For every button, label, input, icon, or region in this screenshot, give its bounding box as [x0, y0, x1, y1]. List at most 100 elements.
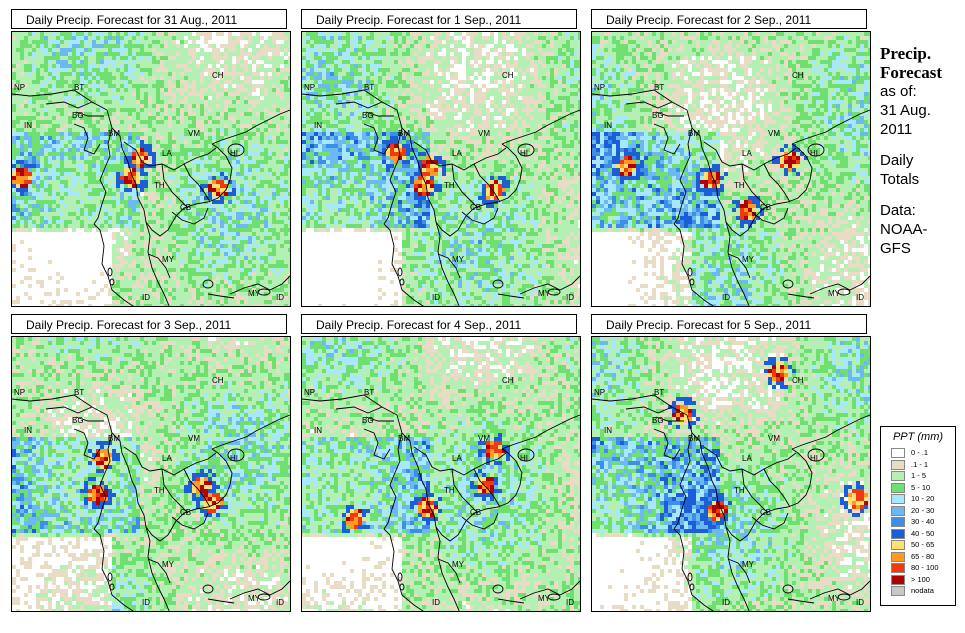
country-label: HI	[230, 454, 238, 463]
country-label: VM	[768, 129, 780, 138]
precip-field	[592, 32, 870, 306]
boundary-line	[365, 416, 394, 422]
country-label: VM	[768, 434, 780, 443]
boundary-line	[691, 432, 717, 490]
country-label: VM	[478, 129, 490, 138]
country-label: TH	[154, 486, 165, 495]
country-label: MY	[452, 560, 465, 569]
boundary-line	[625, 101, 673, 109]
country-label: CH	[792, 376, 804, 385]
boundary-line	[763, 163, 791, 203]
country-label: IN	[24, 426, 32, 435]
boundary-line	[751, 207, 789, 225]
heading-line-2: Forecast	[880, 63, 965, 82]
legend-row: > 100	[881, 574, 955, 586]
boundary-line	[673, 223, 714, 306]
country-label: CH	[212, 71, 224, 80]
boundary-line	[763, 468, 791, 508]
boundary-line	[207, 293, 235, 299]
country-label: BT	[74, 388, 84, 397]
boundary-line	[653, 123, 681, 155]
country-label: CH	[502, 376, 514, 385]
legend-swatch	[891, 494, 905, 504]
legend-label: 30 - 40	[911, 516, 934, 527]
legend-swatch	[891, 459, 905, 470]
legend-row: 50 - 65	[881, 539, 955, 551]
boundary-line	[809, 275, 870, 295]
country-label: IN	[314, 121, 322, 130]
boundary-line	[809, 580, 870, 600]
legend-row: 10 - 20	[881, 493, 955, 505]
country-label: TH	[734, 486, 745, 495]
country-label: HI	[810, 454, 818, 463]
boundary-line	[435, 526, 460, 611]
country-label: HI	[520, 149, 528, 158]
country-label: NP	[304, 83, 315, 92]
island-outline	[257, 593, 271, 601]
island-outline	[492, 584, 504, 594]
country-label: VM	[188, 129, 200, 138]
precip-map: CH NP BT BG IN BM VM LA HI TH CB MY ID MY ID	[11, 336, 291, 612]
boundary-line	[183, 163, 211, 203]
precip-map: CH NP BT BG IN BM VM LA HI TH CB MY ID MY ID	[301, 31, 581, 307]
boundary-line	[461, 207, 499, 225]
country-label: BT	[74, 83, 84, 92]
legend-row: 40 - 50	[881, 528, 955, 540]
boundary-line	[425, 448, 523, 542]
country-label: CH	[502, 71, 514, 80]
country-label: MY	[828, 594, 841, 603]
boundary-line	[171, 512, 209, 530]
country-label: CB	[470, 203, 481, 212]
country-label: BM	[398, 434, 410, 443]
boundary-line	[653, 428, 681, 460]
legend-swatch	[891, 551, 905, 562]
country-label: ID	[432, 598, 440, 607]
island-outline	[782, 584, 794, 594]
boundary-line	[383, 223, 424, 306]
country-label: CB	[180, 508, 191, 517]
country-label: MY	[248, 289, 261, 298]
legend-row: 30 - 40	[881, 516, 955, 528]
boundary-line	[673, 528, 714, 611]
legend-label: .1 - 1	[911, 459, 928, 470]
boundary-line	[93, 528, 134, 611]
boundary-line	[211, 109, 290, 145]
map-description: Precip. Forecast as of: 31 Aug. 2011 Dai…	[880, 44, 965, 258]
island-outline	[687, 572, 693, 582]
panel-title: Daily Precip. Forecast for 4 Sep., 2011	[301, 314, 577, 334]
boundary-line	[715, 143, 813, 237]
legend-label: 20 - 30	[911, 505, 934, 516]
boundary-line	[691, 127, 717, 185]
country-label: CB	[760, 203, 771, 212]
boundary-line	[45, 101, 93, 109]
legend-label: 10 - 20	[911, 493, 934, 504]
legend-label: 80 - 100	[911, 562, 939, 573]
boundary-line	[413, 141, 507, 171]
legend-row: 65 - 80	[881, 551, 955, 563]
country-label: BM	[688, 129, 700, 138]
country-label: NP	[14, 388, 25, 397]
as-of-year: 2011	[880, 120, 965, 139]
country-label: MY	[742, 560, 755, 569]
boundary-line	[171, 207, 209, 225]
data-label: Data:	[880, 201, 965, 220]
island-outline	[837, 593, 851, 601]
country-label: VM	[478, 434, 490, 443]
boundary-line	[715, 448, 813, 542]
country-label: NP	[594, 388, 605, 397]
legend-label: nodata	[911, 585, 934, 596]
boundary-line	[655, 416, 684, 422]
boundary-line	[519, 580, 580, 600]
country-label: MY	[162, 255, 175, 264]
country-label: BT	[654, 388, 664, 397]
legend-swatch	[891, 528, 905, 539]
legend-row: 80 - 100	[881, 562, 955, 574]
country-label: TH	[444, 486, 455, 495]
boundary-line	[383, 528, 424, 611]
panel-title: Daily Precip. Forecast for 31 Aug., 2011	[11, 9, 287, 29]
boundary-line	[741, 468, 769, 514]
boundary-line	[751, 512, 789, 530]
boundary-line	[791, 109, 870, 145]
country-label: BT	[654, 83, 664, 92]
boundary-line	[437, 253, 461, 279]
